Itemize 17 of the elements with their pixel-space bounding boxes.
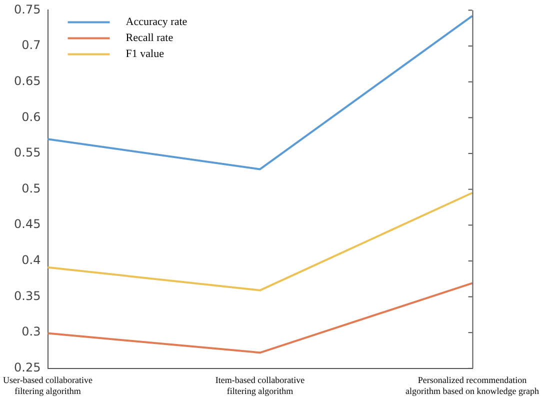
y-tick-label: 0.3 — [22, 324, 41, 339]
legend-label: Recall rate — [126, 32, 174, 44]
y-tick-label: 0.65 — [14, 74, 41, 88]
y-tick-label: 0.45 — [14, 217, 41, 232]
x-tick-label: User-based collaborative filtering algorithm — [3, 375, 93, 396]
y-tick-label: 0.55 — [14, 146, 41, 160]
y-tick-label: 0.25 — [14, 360, 41, 375]
x-tick-label: Item-based collaborative filtering algorithm — [215, 375, 305, 396]
y-tick-label: 0.5 — [22, 181, 41, 196]
y-tick-label: 0.6 — [22, 110, 41, 124]
y-tick-label: 0.35 — [14, 288, 41, 303]
y-tick-label: 0.75 — [14, 2, 41, 16]
y-tick-label: 0.4 — [22, 253, 41, 268]
legend-label: Accuracy rate — [126, 16, 188, 28]
y-tick-label: 0.7 — [22, 38, 41, 52]
x-tick-label: Personalized recommendation algorithm based on knowledge graph — [406, 375, 540, 396]
legend-label: F1 value — [126, 48, 164, 60]
